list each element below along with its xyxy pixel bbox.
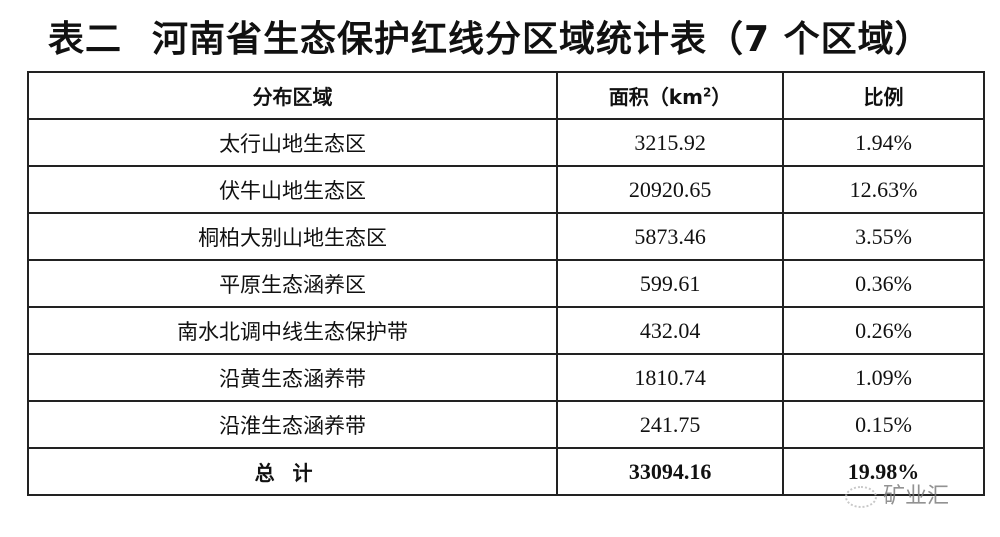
total-ratio: 19.98% xyxy=(782,447,985,496)
region-cell: 伏牛山地生态区 xyxy=(26,165,559,214)
area-cell: 3215.92 xyxy=(556,118,784,167)
area-cell: 20920.65 xyxy=(556,165,784,214)
header-area-close: ） xyxy=(711,85,732,109)
table-title: 河南省生态保护红线分区域统计表（7 个区域） xyxy=(152,19,932,60)
region-cell: 桐柏大别山地生态区 xyxy=(26,212,559,261)
watermark: 矿业汇 xyxy=(845,478,949,510)
wechat-logo-icon xyxy=(845,486,877,508)
total-label: 总计 xyxy=(26,447,559,496)
watermark-text: 矿业汇 xyxy=(883,484,950,509)
ratio-cell: 0.26% xyxy=(782,306,985,355)
header-area: 面积（km2） xyxy=(556,71,784,120)
header-region: 分布区域 xyxy=(26,71,559,120)
table-number: 表二 xyxy=(48,19,123,60)
region-cell: 沿淮生态涵养带 xyxy=(26,400,559,449)
ratio-cell: 1.09% xyxy=(782,353,985,402)
table-row: 南水北调中线生态保护带 432.04 0.26% xyxy=(26,306,985,355)
table-row: 平原生态涵养区 599.61 0.36% xyxy=(26,259,985,308)
table-row: 太行山地生态区 3215.92 1.94% xyxy=(26,118,985,167)
header-ratio: 比例 xyxy=(782,71,985,120)
area-cell: 432.04 xyxy=(556,306,784,355)
table-row: 桐柏大别山地生态区 5873.46 3.55% xyxy=(26,212,985,261)
statistics-table: 分布区域 面积（km2） 比例 太行山地生态区 3215.92 1.94% 伏牛山地… xyxy=(26,71,985,496)
ratio-cell: 12.63% xyxy=(782,165,985,214)
table-row: 沿淮生态涵养带 241.75 0.15% xyxy=(26,400,985,449)
region-cell: 沿黄生态涵养带 xyxy=(26,353,559,402)
header-area-sup: 2 xyxy=(702,85,712,100)
ratio-cell: 0.15% xyxy=(782,400,985,449)
ratio-cell: 1.94% xyxy=(782,118,985,167)
area-cell: 1810.74 xyxy=(556,353,784,402)
ratio-cell: 3.55% xyxy=(782,212,985,261)
area-cell: 599.61 xyxy=(556,259,784,308)
ratio-cell: 0.36% xyxy=(782,259,985,308)
page-title: 表二 河南省生态保护红线分区域统计表（7 个区域） xyxy=(0,10,1000,62)
table-row: 沿黄生态涵养带 1810.74 1.09% xyxy=(26,353,985,402)
region-cell: 南水北调中线生态保护带 xyxy=(26,306,559,355)
region-cell: 平原生态涵养区 xyxy=(26,259,559,308)
table-header-row: 分布区域 面积（km2） 比例 xyxy=(26,71,985,120)
header-area-label: 面积（km xyxy=(608,85,703,109)
region-cell: 太行山地生态区 xyxy=(26,118,559,167)
total-area: 33094.16 xyxy=(556,447,784,496)
area-cell: 5873.46 xyxy=(556,212,784,261)
table-row: 伏牛山地生态区 20920.65 12.63% xyxy=(26,165,985,214)
area-cell: 241.75 xyxy=(556,400,784,449)
total-row: 总计 33094.16 19.98% xyxy=(26,447,985,496)
